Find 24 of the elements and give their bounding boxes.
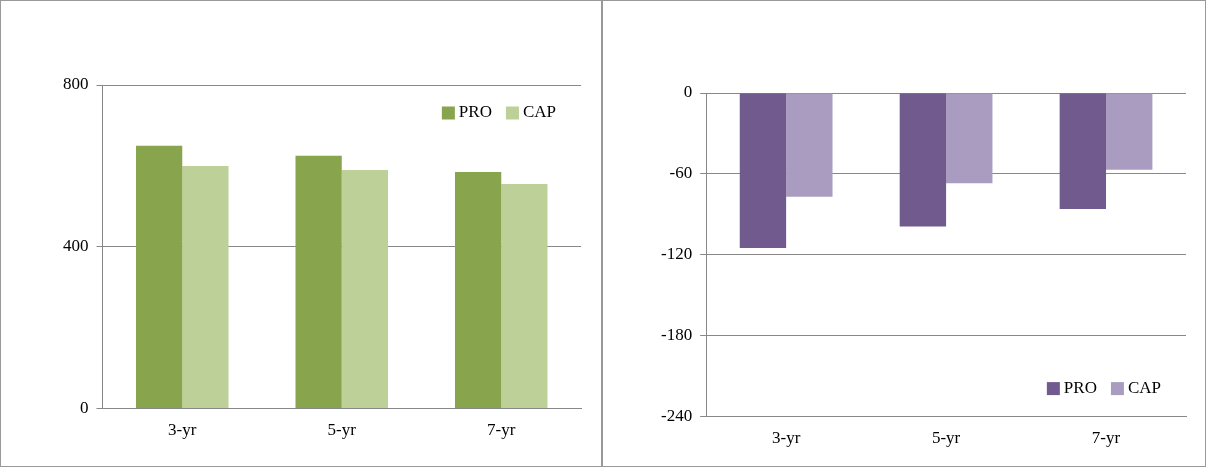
bar [136, 145, 183, 409]
x-tick-label: 7-yr [1091, 428, 1121, 448]
bar [455, 171, 502, 409]
x-tick-label: 7-yr [487, 420, 516, 440]
y-tick-label: -120 [660, 244, 693, 264]
legend-label: CAP [522, 102, 557, 122]
y-tick-label: 0 [683, 82, 693, 102]
y-tick-label: -180 [660, 325, 693, 345]
y-tick-label: -240 [660, 406, 693, 426]
bar [295, 155, 342, 409]
y-tick-label: 0 [80, 398, 89, 418]
y-tick-label: 400 [63, 236, 89, 256]
bar [501, 184, 548, 409]
bar [341, 169, 389, 409]
legend-label: PRO [458, 102, 492, 122]
legend-label: PRO [1063, 378, 1097, 398]
y-tick-label: -60 [669, 163, 693, 183]
x-tick-label: 5-yr [931, 428, 961, 448]
x-tick-label: 5-yr [327, 420, 357, 440]
x-tick-label: 3-yr [771, 428, 801, 448]
legend-label: CAP [1127, 378, 1162, 398]
y-tick-label: 800 [63, 74, 89, 94]
bar [182, 165, 229, 409]
x-tick-label: 3-yr [168, 420, 197, 440]
